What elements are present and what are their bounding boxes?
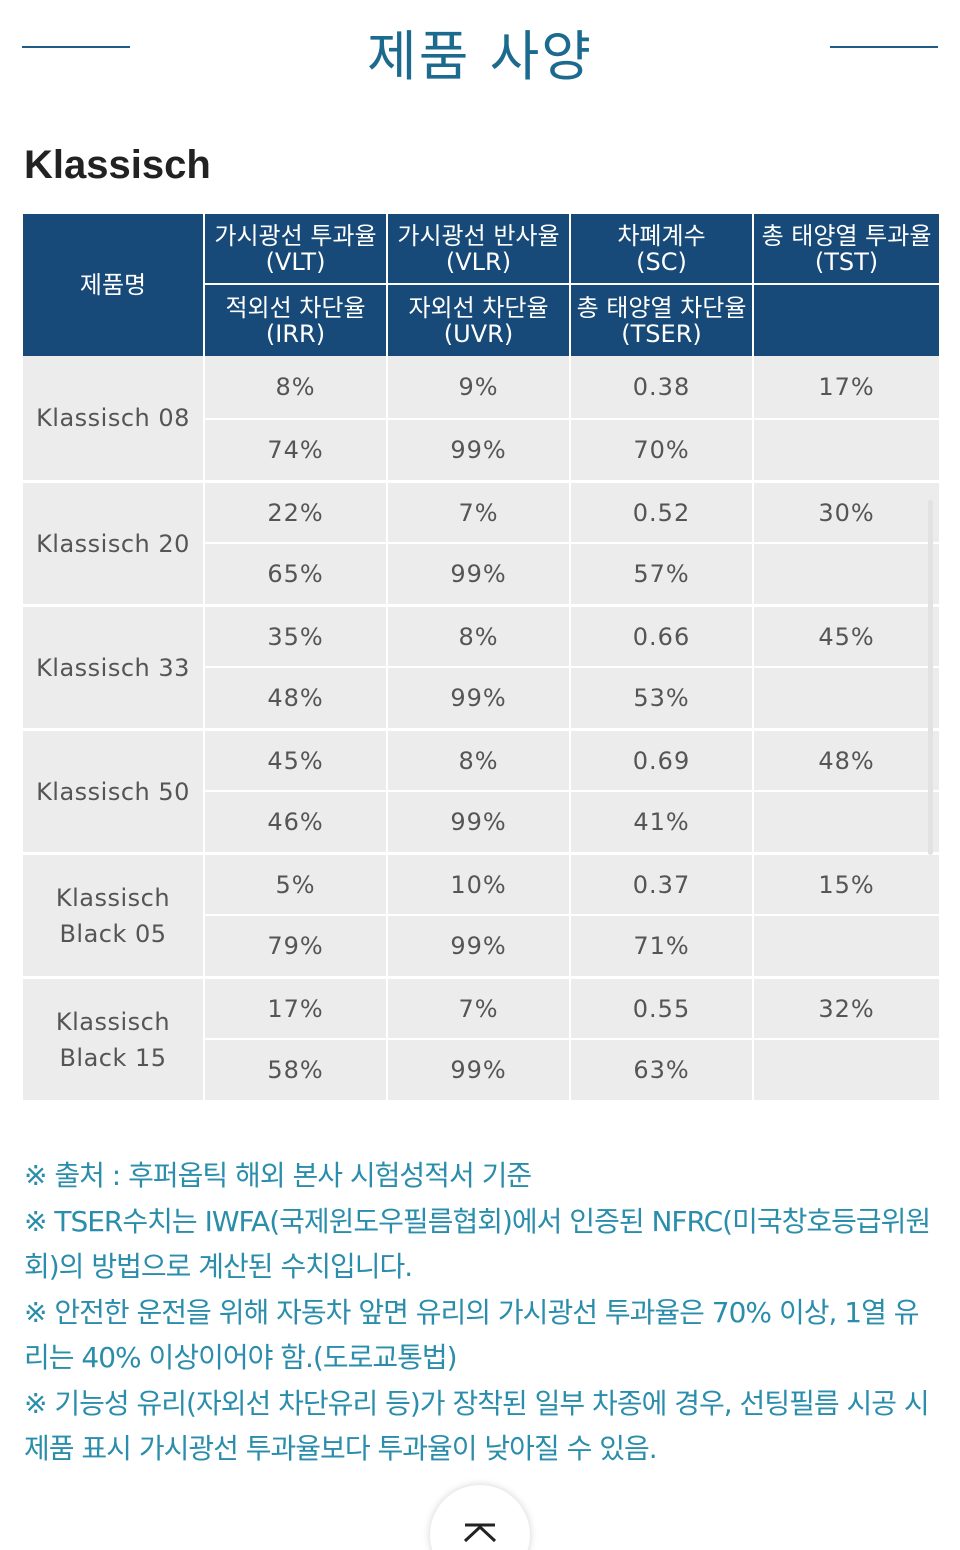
vlr-value: 10%	[388, 852, 571, 914]
tst-value: 45%	[754, 604, 939, 666]
header-sc: 차폐계수 (SC)	[571, 214, 754, 285]
tst-value: 32%	[754, 976, 939, 1038]
table-scrollbar[interactable]	[928, 500, 933, 855]
tser-value: 57%	[571, 542, 754, 604]
uvr-value: 99%	[388, 790, 571, 852]
table-row: 46% 99% 41%	[23, 790, 939, 852]
tser-value: 63%	[571, 1038, 754, 1100]
vlt-value: 35%	[205, 604, 388, 666]
page-title: 제품 사양	[367, 25, 593, 88]
vlr-value: 8%	[388, 604, 571, 666]
note-functional-glass: ※ 기능성 유리(자외선 차단유리 등)가 장착된 일부 차종에 경우, 선팅필…	[24, 1386, 930, 1466]
tser-value: 41%	[571, 790, 754, 852]
vlr-value: 7%	[388, 480, 571, 542]
sc-value: 0.69	[571, 728, 754, 790]
vlt-value: 17%	[205, 976, 388, 1038]
product-name: Klassisch 50	[23, 728, 205, 852]
vlt-value: 8%	[205, 356, 388, 418]
uvr-value: 99%	[388, 666, 571, 728]
title-divider-left	[22, 46, 130, 48]
uvr-value: 99%	[388, 542, 571, 604]
header-tst: 총 태양열 투과율 (TST)	[754, 214, 939, 285]
sc-value: 0.37	[571, 852, 754, 914]
table-row: 74% 99% 70%	[23, 418, 939, 480]
irr-value: 65%	[205, 542, 388, 604]
spec-table: 제품명 가시광선 투과율 (VLT) 가시광선 반사율 (VLR) 차폐계수 (SC)…	[23, 214, 939, 1100]
table-row: Klassisch 50 45% 8% 0.69 48%	[23, 728, 939, 852]
table-row: Klassisch 08 8% 9% 0.38 17%	[23, 356, 939, 480]
header-irr: 적외선 차단율 (IRR)	[205, 285, 388, 356]
tst-value: 48%	[754, 728, 939, 790]
table-row: 48% 99% 53%	[23, 666, 939, 728]
scroll-top-button[interactable]	[430, 1485, 530, 1550]
header-vlr: 가시광선 반사율 (VLR)	[388, 214, 571, 285]
note-tser: ※ TSER수치는 IWFA(국제윈도우필름협회)에서 인증된 NFRC(미국창…	[24, 1204, 931, 1284]
sc-value: 0.55	[571, 976, 754, 1038]
vlt-value: 5%	[205, 852, 388, 914]
sc-value: 0.52	[571, 480, 754, 542]
tst-value: 17%	[754, 356, 939, 418]
irr-value: 79%	[205, 914, 388, 976]
vlr-value: 7%	[388, 976, 571, 1038]
empty-cell	[754, 790, 939, 852]
sc-value: 0.66	[571, 604, 754, 666]
tst-value: 30%	[754, 480, 939, 542]
product-name: Klassisch 08	[23, 356, 205, 480]
irr-value: 48%	[205, 666, 388, 728]
irr-value: 46%	[205, 790, 388, 852]
title-divider-right	[830, 46, 938, 48]
section-title: Klassisch	[24, 143, 211, 187]
table-row: Klassisch Black 15 17% 7% 0.55 32%	[23, 976, 939, 1100]
uvr-value: 99%	[388, 914, 571, 976]
table-row: 65% 99% 57%	[23, 542, 939, 604]
note-law: ※ 안전한 운전을 위해 자동차 앞면 유리의 가시광선 투과율은 70% 이상…	[24, 1295, 920, 1375]
header-uvr: 자외선 차단율 (UVR)	[388, 285, 571, 356]
product-name: Klassisch 33	[23, 604, 205, 728]
vlr-value: 8%	[388, 728, 571, 790]
empty-cell	[754, 1038, 939, 1100]
tser-value: 71%	[571, 914, 754, 976]
vlt-value: 45%	[205, 728, 388, 790]
vlr-value: 9%	[388, 356, 571, 418]
table-row: Klassisch 20 22% 7% 0.52 30%	[23, 480, 939, 604]
table-row: 79% 99% 71%	[23, 914, 939, 976]
sc-value: 0.38	[571, 356, 754, 418]
tser-value: 53%	[571, 666, 754, 728]
title-bar: 제품 사양	[0, 0, 960, 100]
tser-value: 70%	[571, 418, 754, 480]
empty-cell	[754, 418, 939, 480]
irr-value: 74%	[205, 418, 388, 480]
note-source: ※ 출처 : 후퍼옵틱 해외 본사 시험성적서 기준	[24, 1159, 532, 1192]
vlt-value: 22%	[205, 480, 388, 542]
chevron-up-icon	[463, 1523, 497, 1543]
tst-value: 15%	[754, 852, 939, 914]
uvr-value: 99%	[388, 1038, 571, 1100]
irr-value: 58%	[205, 1038, 388, 1100]
empty-cell	[754, 666, 939, 728]
table-row: Klassisch 33 35% 8% 0.66 45%	[23, 604, 939, 728]
product-name: Klassisch 20	[23, 480, 205, 604]
table-row: Klassisch Black 05 5% 10% 0.37 15%	[23, 852, 939, 976]
empty-cell	[754, 914, 939, 976]
header-vlt: 가시광선 투과율 (VLT)	[205, 214, 388, 285]
table-row: 58% 99% 63%	[23, 1038, 939, 1100]
uvr-value: 99%	[388, 418, 571, 480]
empty-cell	[754, 542, 939, 604]
product-name: Klassisch Black 05	[23, 852, 205, 976]
notes: ※ 출처 : 후퍼옵틱 해외 본사 시험성적서 기준 ※ TSER수치는 IWF…	[24, 1153, 934, 1472]
header-product-name: 제품명	[23, 214, 205, 356]
product-name: Klassisch Black 15	[23, 976, 205, 1100]
header-empty	[754, 285, 939, 356]
header-tser: 총 태양열 차단율 (TSER)	[571, 285, 754, 356]
